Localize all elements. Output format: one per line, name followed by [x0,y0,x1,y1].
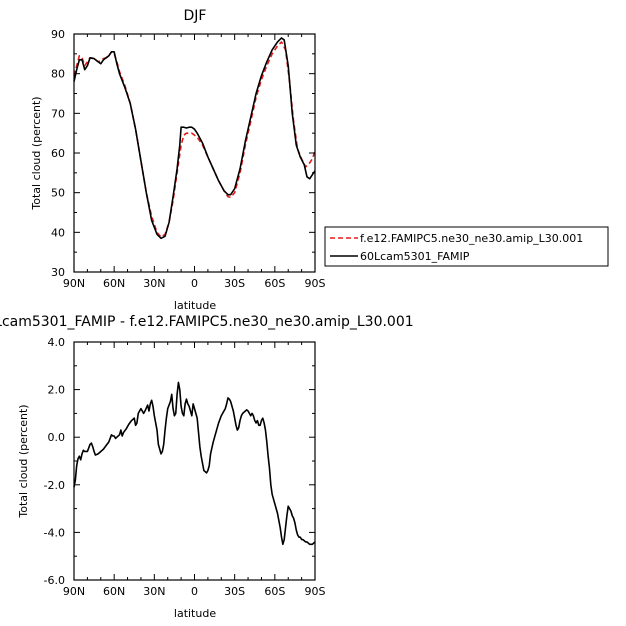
y-tick-label: 0.0 [48,431,66,444]
legend-label-series-2: 60Lcam5301_FAMIP [360,250,470,263]
top-plot-frame [73,33,316,273]
bottom-x-axis-label: latitude [174,607,216,620]
x-tick-label: 90N [63,277,85,290]
top-x-axis-label: latitude [174,299,216,312]
bottom-plot-frame [73,341,316,581]
y-tick-label: 30 [51,266,65,279]
y-tick-label: 80 [51,68,65,81]
y-tick-label: 4.0 [48,336,66,349]
y-tick-label: 40 [51,226,65,239]
x-tick-label: 60N [103,277,125,290]
x-tick-label: 0 [191,585,198,598]
top-chart-title: DJF [184,8,207,24]
x-tick-label: 30N [143,585,165,598]
bottom-y-axis-label: Total cloud (percent) [17,404,30,518]
x-tick-label: 90S [305,277,326,290]
legend-label-series-1: f.e12.FAMIPC5.ne30_ne30.amip_L30.001 [360,232,583,245]
x-tick-label: 60N [103,585,125,598]
x-tick-label: 90N [63,585,85,598]
x-tick-label: 90S [305,585,326,598]
bottom-chart-title: 60Lcam5301_FAMIP - f.e12.FAMIPC5.ne30_ne… [0,314,414,330]
x-tick-label: 60S [264,277,285,290]
bottom-chart: 60Lcam5301_FAMIP - f.e12.FAMIPC5.ne30_ne… [0,314,414,620]
y-tick-label: 50 [51,187,65,200]
x-tick-label: 30S [224,585,245,598]
x-tick-label: 0 [191,277,198,290]
y-tick-label: -4.0 [44,526,65,539]
bottom-series-line-1 [73,381,316,546]
y-tick-label: 90 [51,28,65,41]
legend: f.e12.FAMIPC5.ne30_ne30.amip_L30.001 60L… [324,226,609,267]
top-y-axis-label: Total cloud (percent) [30,96,43,210]
legend-box [324,226,609,267]
x-tick-label: 30S [224,277,245,290]
y-tick-label: 2.0 [48,384,66,397]
top-series-line-2 [73,37,316,240]
y-tick-label: 60 [51,147,65,160]
top-series-line-1 [73,41,316,238]
x-tick-label: 60S [264,585,285,598]
y-tick-label: -2.0 [44,479,65,492]
top-chart: DJF 90N 60N 30N 0 30S 60S 90S 30 40 50 60 70 80 90 l… [30,8,326,312]
x-tick-label: 30N [143,277,165,290]
y-tick-label: -6.0 [44,574,65,587]
y-tick-label: 70 [51,107,65,120]
